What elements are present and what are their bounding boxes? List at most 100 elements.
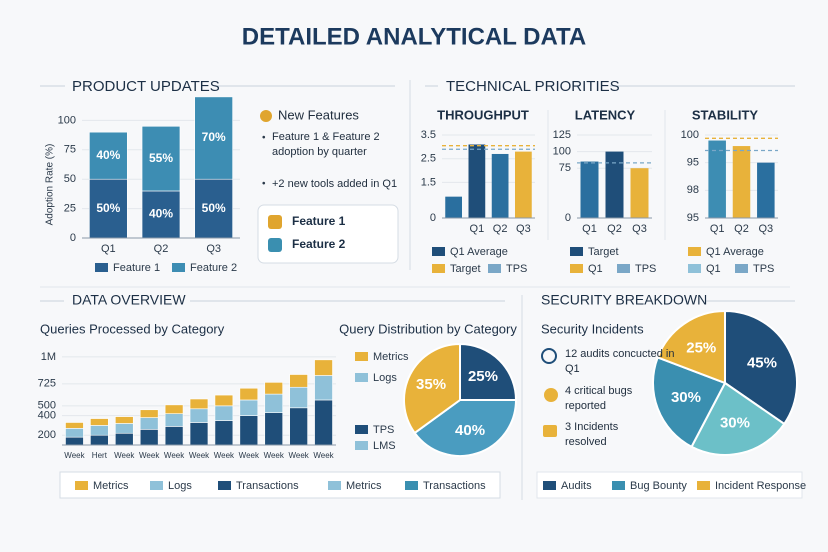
legend-swatch [612, 481, 625, 490]
section-title: TECHNICAL PRIORITIES [446, 78, 620, 95]
note: 3 Incidents resolved [565, 421, 619, 448]
y-tick-label: 2.5 [421, 153, 436, 165]
chart-title: Security Incidents [541, 321, 644, 336]
legend-swatch [617, 264, 630, 273]
chart-title: LATENCY [575, 107, 636, 122]
bar-segment [314, 359, 333, 376]
bar-segment [90, 434, 109, 446]
bar-segment [115, 432, 134, 446]
bar-segment [239, 415, 259, 446]
bar-segment [141, 190, 181, 239]
legend-label: Q1 [706, 263, 721, 275]
section-title: DATA OVERVIEW [72, 292, 186, 308]
legend-swatch [543, 481, 556, 490]
bar-segment [65, 422, 84, 429]
x-tick-label: Q2 [493, 223, 508, 235]
y-tick-label: 95 [687, 157, 699, 169]
x-tick-label: Week [64, 451, 85, 460]
bar-segment [264, 393, 283, 413]
icon [543, 425, 557, 437]
section-title: SECURITY BREAKDOWN [541, 292, 707, 308]
pie-slice [656, 309, 726, 385]
y-tick-label: 0 [70, 232, 76, 244]
data-label: 40% [455, 422, 485, 439]
bar-segment [164, 413, 184, 427]
chart-title: Queries Processed by Category [40, 321, 225, 336]
bar-segment [89, 131, 128, 180]
legend-label: Metrics [373, 351, 409, 363]
note: 12 audits concucted in Q1 [565, 348, 675, 375]
feature-button[interactable]: Feature 2 [268, 237, 345, 252]
button-label: Feature 2 [292, 237, 346, 251]
bar-segment [289, 374, 308, 388]
legend-swatch [697, 481, 710, 490]
feature-button[interactable]: Feature 1 [268, 214, 345, 229]
x-tick-label: Hert [92, 451, 108, 460]
x-tick-label: Q3 [632, 223, 647, 235]
icon [544, 388, 558, 402]
bar-segment [214, 420, 234, 446]
data-label: 25% [468, 368, 498, 385]
bar-segment [189, 408, 209, 423]
legend-label: Incident Response [715, 480, 806, 492]
y-tick-label: 400 [38, 410, 56, 422]
legend-label: Transactions [236, 480, 299, 492]
y-tick-label: 100 [681, 129, 699, 141]
y-tick-label: 75 [64, 144, 76, 156]
legend-label: Metrics [93, 480, 129, 492]
legend-swatch [570, 264, 583, 273]
bar-segment [314, 399, 333, 446]
bar [468, 144, 486, 218]
bar [491, 153, 509, 218]
data-label: 30% [720, 415, 750, 432]
y-axis-label: Adoption Rate (%) [45, 144, 56, 226]
legend-label: TPS [506, 263, 527, 275]
bar-segment [139, 409, 159, 418]
data-label: 40% [149, 207, 173, 221]
bar [515, 151, 532, 218]
bar [757, 162, 775, 218]
pie-slice [413, 399, 518, 457]
y-tick-label: 25 [64, 203, 76, 215]
pie-slice [724, 309, 798, 426]
legend-label: Target [588, 246, 619, 258]
legend-swatch [172, 263, 185, 272]
bar [445, 196, 462, 218]
data-label: 50% [202, 201, 226, 215]
bar-segment [115, 416, 134, 424]
legend-swatch [735, 264, 748, 273]
bar-segment [214, 394, 234, 407]
bullet: • [262, 179, 266, 190]
legend-label: Bug Bounty [630, 480, 687, 492]
y-tick-label: 500 [38, 400, 56, 412]
x-tick-label: Q2 [734, 223, 749, 235]
y-tick-label: 1.5 [421, 176, 436, 188]
chart-title: THROUGHPUT [437, 107, 529, 122]
legend-label: Target [450, 263, 481, 275]
x-tick-label: Q3 [758, 223, 773, 235]
legend-label: Logs [373, 372, 397, 384]
y-tick-label: 0 [565, 212, 571, 224]
legend-label: TPS [373, 424, 394, 436]
legend-swatch [218, 481, 231, 490]
legend-label: Q1 Average [450, 246, 508, 258]
y-tick-label: 1M [41, 351, 56, 363]
note: +2 new tools added in Q1 [272, 178, 398, 190]
x-tick-label: Q3 [206, 243, 221, 255]
legend-box [536, 471, 803, 499]
legend-label: TPS [753, 263, 774, 275]
legend-swatch [432, 247, 445, 256]
bar-segment [164, 404, 184, 414]
legend-label: Metrics [346, 480, 382, 492]
pie-slice [459, 342, 518, 401]
bar-segment [194, 96, 233, 180]
y-tick-label: 75 [559, 162, 571, 174]
x-tick-label: Q2 [154, 243, 169, 255]
legend-label: Logs [168, 480, 192, 492]
bar-segment [194, 178, 233, 239]
bar-segment [214, 405, 234, 421]
bar [708, 140, 726, 218]
legend-swatch [355, 441, 368, 450]
bar-segment [65, 428, 84, 438]
